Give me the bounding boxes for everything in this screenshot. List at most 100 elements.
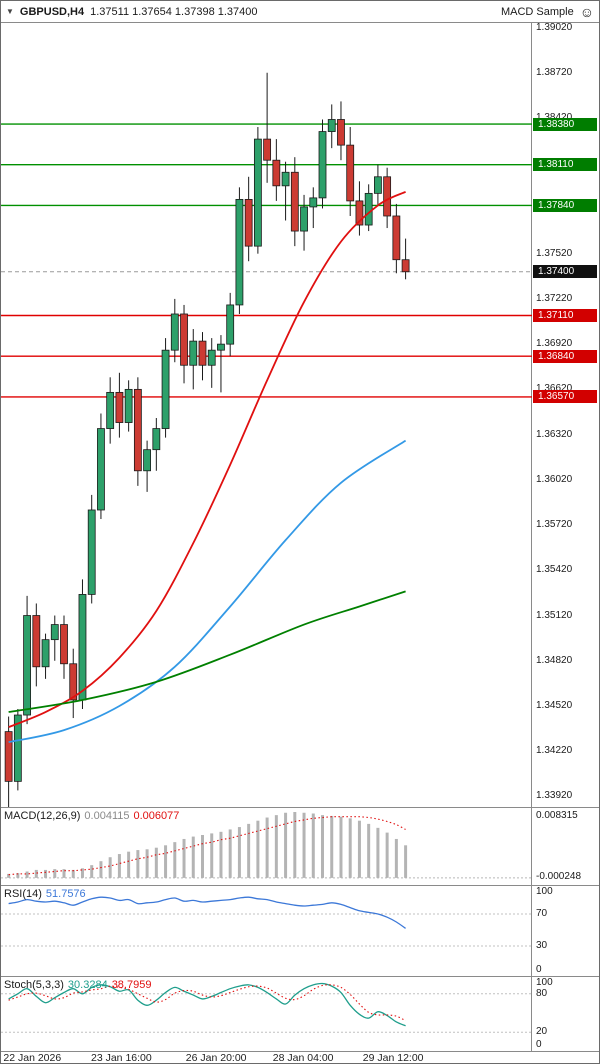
candle-body[interactable] xyxy=(383,176,392,217)
price-tick: 1.38720 xyxy=(536,66,573,78)
time-axis-label: 29 Jan 12:00 xyxy=(362,1052,424,1064)
candle-body[interactable] xyxy=(78,594,87,701)
main-chart-panel: 1.39020 1.38720 1.38420 1.37520 1.37220 1.369… xyxy=(1,21,599,807)
candle-body[interactable] xyxy=(374,176,382,194)
macd-value-main: 0.004115 xyxy=(84,810,130,822)
candle-body[interactable] xyxy=(244,198,253,247)
candle-body[interactable] xyxy=(198,340,207,366)
macd-canvas[interactable] xyxy=(1,808,532,885)
price-tick: 1.33920 xyxy=(536,790,573,802)
candle-body[interactable] xyxy=(106,391,115,429)
stoch-canvas[interactable] xyxy=(1,977,532,1051)
rsi-plot[interactable]: RSI(14) 51.7576 xyxy=(1,886,532,976)
macd-signal-line xyxy=(8,816,406,876)
candle-body[interactable] xyxy=(364,192,373,226)
candle-body[interactable] xyxy=(161,349,170,429)
candle-body[interactable] xyxy=(170,313,179,351)
candle-body[interactable] xyxy=(189,340,198,366)
time-axis-label: 26 Jan 20:00 xyxy=(185,1052,247,1064)
candle-body[interactable] xyxy=(392,215,401,261)
price-tick: 1.36920 xyxy=(536,338,573,350)
candle-body[interactable] xyxy=(143,449,151,472)
symbol-period-label: GBPUSD,H4 xyxy=(19,5,85,18)
main-chart-plot[interactable] xyxy=(1,23,532,807)
ma-slow-green xyxy=(8,590,406,713)
stoch-axis-tick: 20 xyxy=(536,1026,548,1038)
stoch-axis-tick: 0 xyxy=(536,1039,542,1050)
time-axis[interactable]: 22 Jan 2026 23 Jan 16:00 26 Jan 20:00 28 Ja… xyxy=(1,1051,599,1064)
candle-body[interactable] xyxy=(327,119,336,132)
price-tick: 1.38420 xyxy=(536,112,572,123)
candle-body[interactable] xyxy=(41,639,50,668)
rsi-axis-tick: 30 xyxy=(536,940,548,951)
stoch-value-signal: 38.7959 xyxy=(111,979,152,991)
candle-body[interactable] xyxy=(355,200,364,226)
stoch-panel: Stoch(5,3,3) 30.3284 38.7959 100 80 20 0 xyxy=(1,976,599,1051)
candle-body[interactable] xyxy=(272,159,281,187)
price-axis[interactable]: 1.39020 1.38720 1.38420 1.37520 1.37220 1.369… xyxy=(532,21,599,807)
candle-body[interactable] xyxy=(253,138,262,247)
price-level-label: 1.38110 xyxy=(533,158,597,172)
candle-body[interactable] xyxy=(318,131,327,199)
macd-plot[interactable]: MACD(12,26,9) 0.004115 0.006077 xyxy=(1,808,532,885)
chart-top-bar: ▼ GBPUSD,H4 1.37511 1.37654 1.37398 1.37… xyxy=(1,1,599,23)
rsi-axis: 100 70 30 0 xyxy=(532,886,599,976)
stoch-axis-tick: 80 xyxy=(536,987,548,999)
rsi-line xyxy=(8,896,406,929)
candle-body[interactable] xyxy=(32,615,41,668)
main-chart-canvas[interactable] xyxy=(1,23,532,807)
price-level-label: 1.36570 xyxy=(533,390,597,404)
candle-body[interactable] xyxy=(97,428,105,511)
rsi-canvas[interactable] xyxy=(1,886,532,976)
candle-body[interactable] xyxy=(23,615,31,716)
rsi-value: 51.7576 xyxy=(45,888,86,900)
stoch-plot[interactable]: Stoch(5,3,3) 30.3284 38.7959 xyxy=(1,977,532,1051)
candle-body[interactable] xyxy=(87,509,96,595)
macd-name: MACD(12,26,9) xyxy=(4,810,81,822)
price-tick: 1.36620 xyxy=(536,383,573,395)
candle-body[interactable] xyxy=(180,313,188,366)
candle-body[interactable] xyxy=(217,343,225,351)
price-level-label: 1.37400 xyxy=(533,265,597,279)
candle-body[interactable] xyxy=(152,428,161,451)
macd-header: MACD(12,26,9) 0.004115 0.006077 xyxy=(4,810,179,822)
time-axis-label: 22 Jan 2026 xyxy=(3,1052,62,1064)
candle-body[interactable] xyxy=(401,259,410,273)
candle-body[interactable] xyxy=(4,731,13,782)
candle-body[interactable] xyxy=(263,138,272,161)
price-tick: 1.35420 xyxy=(536,564,573,576)
stoch-main-line xyxy=(8,982,406,1027)
ea-name-label: MACD Sample xyxy=(500,5,574,18)
candle-body[interactable] xyxy=(60,624,68,665)
stoch-signal-line xyxy=(8,984,406,1022)
rsi-axis-tick: 0 xyxy=(536,964,542,975)
candle-body[interactable] xyxy=(300,206,308,232)
price-level-label: 1.37840 xyxy=(533,198,597,212)
time-axis-label: 23 Jan 16:00 xyxy=(91,1052,152,1064)
one-click-trading-arrow-icon[interactable]: ▼ xyxy=(6,7,14,16)
stoch-header: Stoch(5,3,3) 30.3284 38.7959 xyxy=(4,979,151,991)
macd-panel: MACD(12,26,9) 0.004115 0.006077 0.008315 -… xyxy=(1,807,599,885)
price-tick: 1.34220 xyxy=(536,745,573,757)
candle-body[interactable] xyxy=(346,144,355,202)
candle-body[interactable] xyxy=(309,197,318,208)
price-tick: 1.35720 xyxy=(536,519,573,531)
candle-body[interactable] xyxy=(133,388,142,472)
candle-body[interactable] xyxy=(235,198,244,306)
candle-body[interactable] xyxy=(124,388,133,423)
candle-body[interactable] xyxy=(207,349,216,366)
candle-body[interactable] xyxy=(50,624,59,641)
price-tick: 1.39020 xyxy=(536,21,573,33)
price-tick: 1.37220 xyxy=(536,292,573,304)
stoch-axis-tick: 100 xyxy=(536,977,553,988)
time-axis-label: 28 Jan 04:00 xyxy=(272,1052,334,1064)
candle-body[interactable] xyxy=(290,171,299,232)
candle-body[interactable] xyxy=(226,304,235,345)
candle-body[interactable] xyxy=(337,119,345,146)
candle-body[interactable] xyxy=(13,714,22,782)
ea-smiley-icon[interactable]: ☺ xyxy=(579,3,594,20)
candle-body[interactable] xyxy=(115,391,124,423)
candle-body[interactable] xyxy=(69,663,78,701)
rsi-axis-tick: 100 xyxy=(536,886,553,897)
candle-body[interactable] xyxy=(281,171,290,187)
